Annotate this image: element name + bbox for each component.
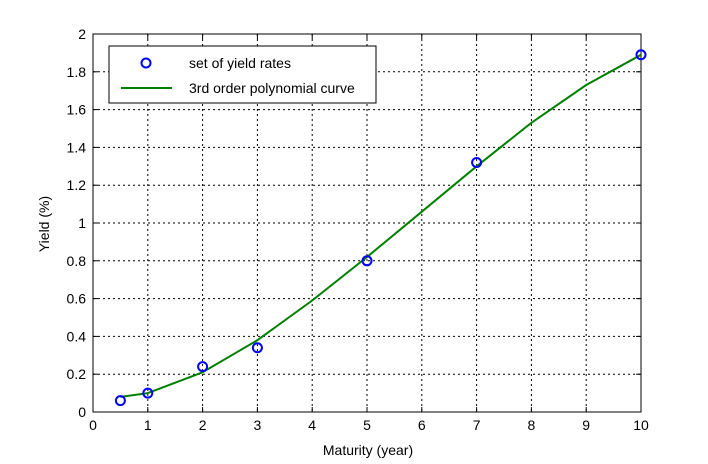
yield-rate-point: [251, 342, 263, 354]
axes: [92, 33, 642, 413]
x-tick-label: 7: [473, 417, 481, 433]
y-tick-label: 1.6: [67, 102, 87, 118]
x-tick-label: 0: [89, 417, 97, 433]
y-tick-label: 0.2: [67, 366, 87, 382]
x-tick-label: 3: [254, 417, 262, 433]
y-tick-label: 0.4: [67, 328, 87, 344]
x-tick-label: 10: [633, 417, 649, 433]
y-tick-label: 0: [78, 404, 86, 420]
x-tick-label: 8: [528, 417, 536, 433]
yield-rate-point: [197, 361, 209, 373]
x-tick-label: 6: [418, 417, 426, 433]
yield-rate-point: [142, 387, 154, 399]
legend-label: 3rd order polynomial curve: [189, 80, 355, 96]
x-tick-label: 1: [144, 417, 152, 433]
y-tick-label: 1.2: [67, 177, 87, 193]
y-tick-label: 1: [78, 215, 86, 231]
y-tick-label: 2: [78, 26, 86, 42]
plot-series: [114, 49, 647, 407]
legend-label: set of yield rates: [189, 55, 291, 71]
yield-rate-point: [471, 157, 483, 169]
x-tick-label: 5: [363, 417, 371, 433]
yield-rate-point: [361, 255, 373, 267]
x-tick-label: 4: [308, 417, 316, 433]
tick-labels: 0 1 2 3 4 5 6 7 8 9 10 0 0.2 0.4 0.6 0.8 1 1.2 1.4 1.6 1.8 2: [67, 26, 649, 433]
legend-box: [108, 45, 377, 104]
legend: set of yield rates 3rd order polynomial c…: [108, 45, 377, 104]
axes-box: [92, 33, 642, 413]
x-axis-label: Maturity (year): [323, 442, 413, 458]
y-tick-label: 0.6: [67, 291, 87, 307]
x-tick-label: 2: [199, 417, 207, 433]
y-tick-label: 1.8: [67, 64, 87, 80]
yield-rate-point: [114, 395, 126, 407]
x-tick-label: 9: [582, 417, 590, 433]
y-axis-label: Yield (%): [36, 196, 52, 252]
y-tick-label: 0.8: [67, 253, 87, 269]
legend-marker-circle: [140, 57, 152, 69]
yield-rate-point: [635, 49, 647, 61]
y-tick-label: 1.4: [67, 139, 87, 155]
